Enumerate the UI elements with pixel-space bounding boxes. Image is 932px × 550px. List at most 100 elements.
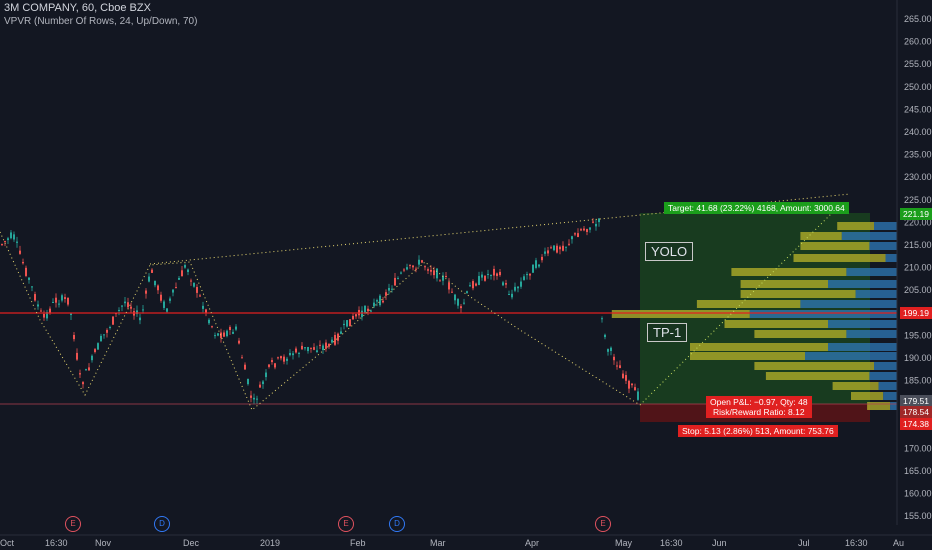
target-info[interactable]: Target: 41.68 (23.22%) 4168, Amount: 300…	[664, 202, 849, 214]
time-tick-label: Jun	[712, 538, 727, 548]
current-price-tag: 179.51	[900, 395, 932, 407]
candle-body	[328, 343, 330, 347]
candle-body	[361, 310, 363, 318]
price-tick-label: 255.00	[904, 59, 932, 69]
candle-body	[610, 347, 612, 351]
candle-body	[208, 319, 210, 324]
candle-body	[265, 372, 267, 378]
yolo-label[interactable]: YOLO	[645, 242, 694, 261]
earnings-event-icon[interactable]: E	[338, 516, 354, 532]
volume-row-up	[841, 232, 897, 240]
pnl-info[interactable]: Open P&L: −0.97, Qty: 48 Risk/Reward Rat…	[706, 396, 812, 418]
price-tick-label: 155.00	[904, 511, 932, 521]
candle-body	[325, 342, 327, 349]
candle-body	[400, 272, 402, 274]
time-tick-label: Apr	[525, 538, 539, 548]
indicator-legend[interactable]: VPVR (Number Of Rows, 24, Up/Down, 70)	[4, 16, 198, 27]
candle-body	[586, 229, 588, 232]
dividend-event-icon[interactable]: D	[154, 516, 170, 532]
price-axis[interactable]: 265.00 260.00 255.00 250.00 245.00 240.00 235.…	[896, 0, 932, 525]
time-axis[interactable]: Oct 16:30 Nov Dec 2019 Feb Mar Apr May 16:30 Jun Ju…	[0, 534, 932, 548]
candle-body	[493, 268, 495, 276]
volume-row-up	[869, 242, 897, 250]
candle-body	[496, 273, 498, 276]
candle-body	[331, 339, 333, 343]
candle-body	[499, 271, 501, 276]
candle-body	[385, 292, 387, 296]
candle-body	[226, 330, 228, 337]
candle-body	[484, 275, 486, 281]
zigzag-pattern-line[interactable]	[0, 231, 641, 411]
candle-body	[25, 267, 27, 276]
candle-body	[592, 221, 594, 223]
candle-body	[283, 356, 285, 362]
volume-row-down	[696, 300, 801, 308]
candle-body	[556, 245, 558, 253]
candle-body	[406, 267, 408, 270]
candle-body	[292, 353, 294, 356]
candle-body	[121, 305, 123, 307]
earnings-event-icon[interactable]: E	[595, 516, 611, 532]
level-price-tag: 199.19	[900, 307, 932, 319]
stop-price-tag: 174.38	[900, 418, 932, 430]
candle-body	[271, 360, 273, 363]
candle-body	[124, 301, 126, 304]
candle-body	[445, 275, 447, 278]
volume-row-up	[878, 382, 897, 390]
candle-body	[142, 309, 144, 311]
candle-body	[148, 276, 150, 282]
candle-body	[517, 286, 519, 289]
candle-body	[628, 380, 630, 389]
time-tick-label: Mar	[430, 538, 446, 548]
candle-body	[562, 245, 564, 251]
candle-body	[289, 353, 291, 356]
candle-body	[256, 398, 258, 400]
candle-body	[64, 297, 66, 299]
candle-body	[223, 332, 225, 337]
volume-row-up	[890, 402, 897, 410]
stop-info[interactable]: Stop: 5.13 (2.86%) 513, Amount: 753.76	[678, 425, 838, 437]
candle-body	[424, 266, 426, 268]
candle-body	[70, 313, 72, 316]
candle-body	[46, 312, 48, 319]
price-tick-label: 235.00	[904, 150, 932, 160]
candle-body	[412, 265, 414, 268]
volume-row-up	[883, 392, 897, 400]
earnings-event-icon[interactable]: E	[65, 516, 81, 532]
candle-body	[622, 373, 624, 379]
volume-row-up	[828, 280, 897, 288]
candle-body	[58, 303, 60, 305]
tp1-label[interactable]: TP-1	[647, 323, 688, 342]
risk-reward-text: Risk/Reward Ratio: 8.12	[712, 407, 805, 417]
volume-row-down	[754, 330, 847, 338]
time-tick-label: May	[615, 538, 633, 548]
candle-body	[136, 310, 138, 315]
candle-body	[595, 223, 597, 227]
time-tick-label: Dec	[183, 538, 200, 548]
candle-body	[217, 333, 219, 336]
candle-body	[481, 274, 483, 278]
dividend-event-icon[interactable]: D	[389, 516, 405, 532]
price-tick-label: 195.00	[904, 330, 932, 340]
volume-row-up	[749, 310, 897, 318]
volume-row-down	[611, 310, 750, 318]
volume-row-down	[867, 402, 891, 410]
candle-body	[178, 277, 180, 280]
candle-body	[190, 280, 192, 282]
entry-price-tag: 178.54	[900, 406, 932, 418]
candle-body	[472, 281, 474, 289]
candle-body	[112, 316, 114, 325]
candle-body	[334, 335, 336, 345]
candle-body	[340, 331, 342, 334]
candle-body	[457, 299, 459, 306]
candle-body	[100, 335, 102, 342]
volume-row-up	[800, 300, 897, 308]
candle-body	[85, 369, 87, 371]
candle-body	[67, 297, 69, 305]
candle-body	[442, 275, 444, 281]
candle-body	[298, 352, 300, 354]
volume-row-down	[690, 343, 828, 351]
price-tick-label: 260.00	[904, 37, 932, 47]
candle-body	[571, 236, 573, 240]
